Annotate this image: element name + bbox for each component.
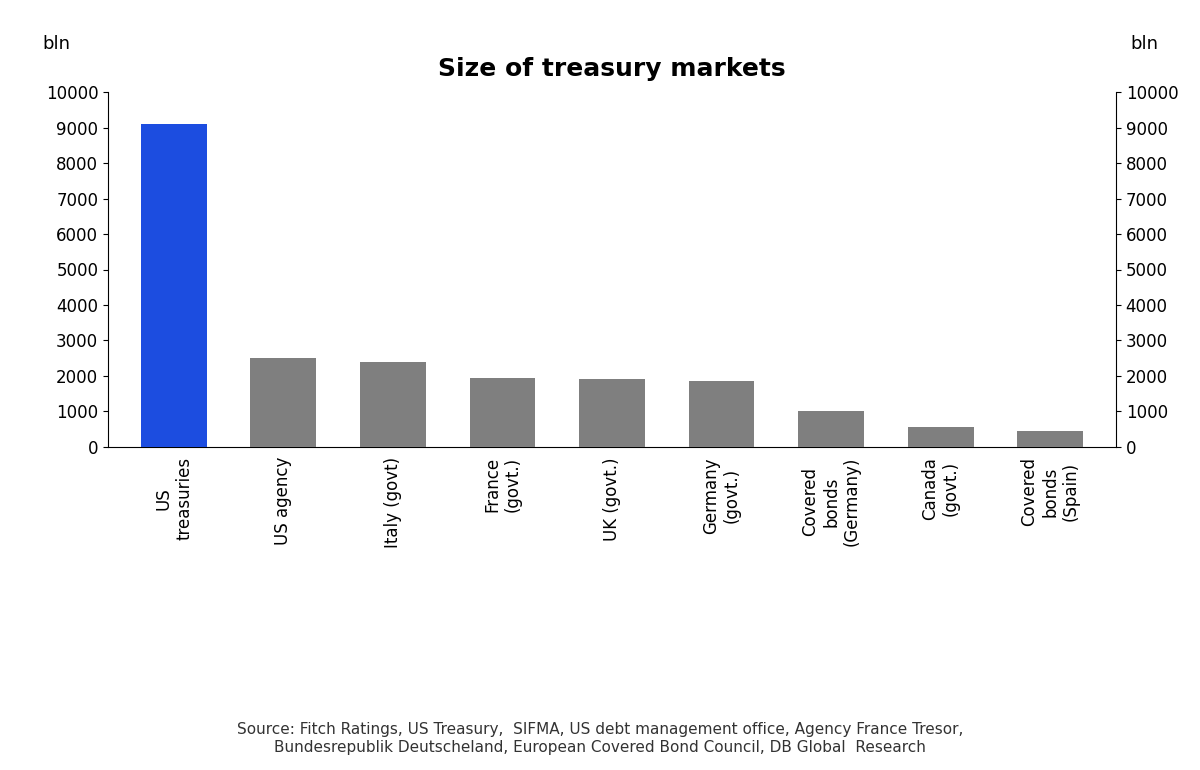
Bar <box>908 427 973 447</box>
Text: bln: bln <box>42 35 70 52</box>
Text: bln: bln <box>1130 35 1158 52</box>
Bar <box>798 411 864 447</box>
Bar <box>140 124 206 447</box>
Bar <box>1018 430 1084 447</box>
Bar <box>689 381 755 447</box>
Text: Source: Fitch Ratings, US Treasury,  SIFMA, US debt management office, Agency Fr: Source: Fitch Ratings, US Treasury, SIFM… <box>236 722 964 755</box>
Bar <box>469 377 535 447</box>
Bar <box>251 358 316 447</box>
Bar <box>580 380 644 447</box>
Title: Size of treasury markets: Size of treasury markets <box>438 57 786 81</box>
Bar <box>360 362 426 447</box>
